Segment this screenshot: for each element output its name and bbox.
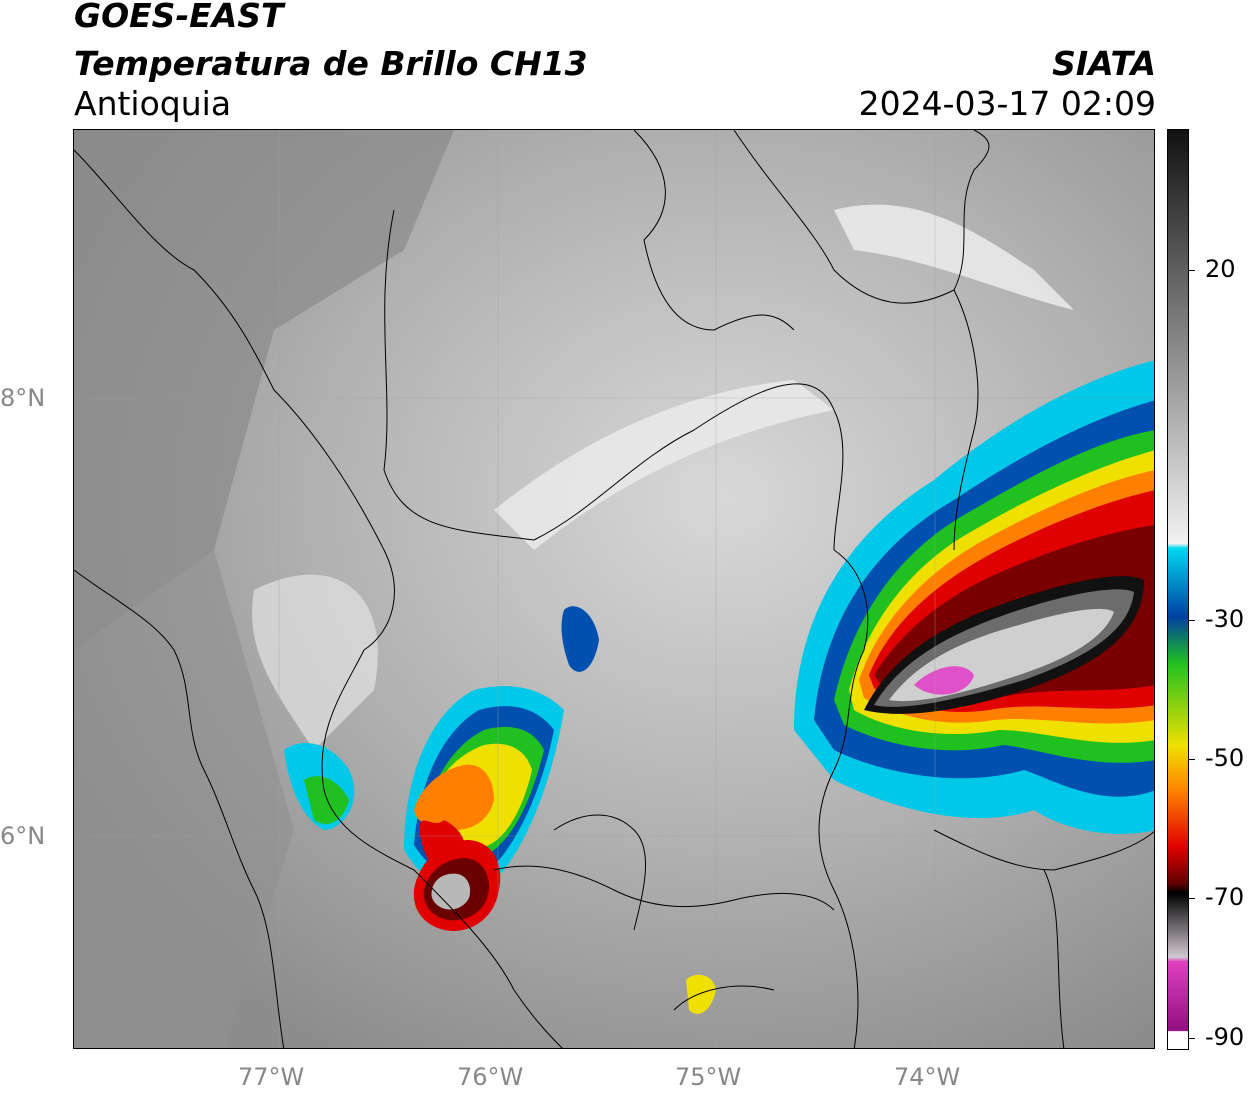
dark-southwest-region [74,550,294,1048]
graticule [74,130,1154,1048]
boundaries [74,130,1154,1048]
lon-label-77w: 77°W [238,1063,305,1091]
lat-label-6n: 6°N [0,822,46,850]
colorbar-tick-mark [1189,270,1195,271]
lat-label-8n: 8°N [0,384,46,412]
map-canvas [74,130,1154,1048]
storm-west [284,606,716,1014]
cloud-streak [494,380,834,550]
colorbar-tick-minus30: -30 [1205,605,1245,633]
lon-label-76w: 76°W [457,1063,524,1091]
colorbar-tick-minus90: -90 [1205,1023,1245,1051]
colorbar-tick-mark [1189,1038,1195,1039]
title-satellite: GOES-EAST [74,0,284,35]
lon-label-74w: 74°W [894,1063,961,1091]
colorbar-tick-mark [1189,759,1195,760]
title-product: Temperatura de Brillo CH13 [74,44,588,83]
colorbar-tick-mark [1189,620,1195,621]
title-agency: SIATA [1052,44,1156,83]
colorbar-tick-minus50: -50 [1205,744,1245,772]
title-region: Antioquia [74,84,232,123]
colorbar-gradient [1168,130,1188,1049]
colorbar-tick-20: 20 [1205,255,1236,283]
colorbar [1167,129,1189,1050]
storm-east [794,360,1154,834]
lon-label-75w: 75°W [675,1063,742,1091]
satellite-map[interactable] [73,129,1155,1049]
cloud-northeast [834,204,1074,310]
title-datetime: 2024-03-17 02:09 [858,84,1156,123]
colorbar-tick-minus70: -70 [1205,883,1245,911]
dark-west-region [74,130,454,650]
colorbar-tick-mark [1189,898,1195,899]
cloud-west [252,574,378,750]
